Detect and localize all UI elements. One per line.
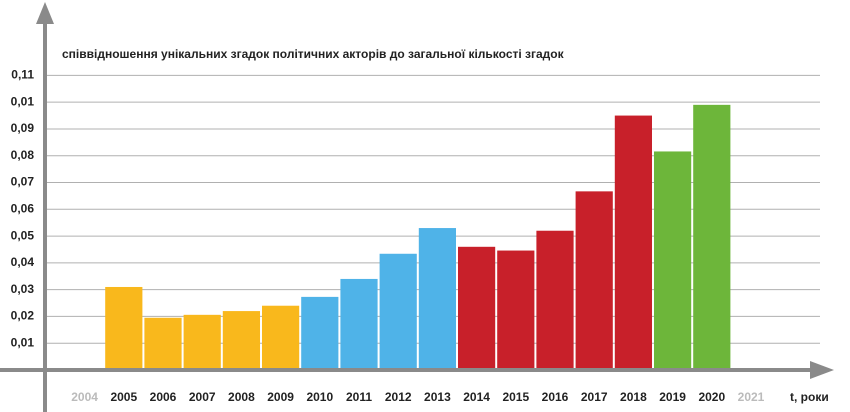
y-tick-label: 0,08: [11, 148, 35, 162]
bar: [262, 305, 300, 370]
x-tick-label: 2013: [424, 390, 451, 404]
bar: [144, 317, 182, 370]
y-tick-label: 0,03: [11, 282, 35, 296]
bar: [458, 246, 496, 370]
bar: [222, 311, 260, 370]
bar: [379, 253, 417, 370]
x-tick-label: 2006: [150, 390, 177, 404]
y-tick-label: 0,02: [11, 309, 35, 323]
x-tick-label: 2010: [306, 390, 333, 404]
x-tick-label: 2015: [502, 390, 529, 404]
chart-title: співвідношення унікальних згадок політич…: [62, 47, 565, 61]
x-tick-label: 2021: [738, 390, 765, 404]
y-tick-label: 0,11: [11, 68, 34, 82]
x-tick-label: 2005: [110, 390, 137, 404]
x-tick-label: 2011: [346, 390, 372, 404]
bar: [183, 314, 221, 370]
x-axis-label: t, роки: [790, 390, 829, 404]
y-tick-label: 0,04: [11, 255, 35, 269]
x-tick-label: 2018: [620, 390, 647, 404]
bar: [340, 278, 378, 370]
bar: [497, 250, 535, 370]
x-axis-arrow: [810, 361, 834, 379]
x-tick-label: 2014: [463, 390, 490, 404]
y-tick-label: 0,06: [11, 201, 35, 215]
bar: [105, 286, 143, 370]
x-tick-label: 2004: [71, 390, 98, 404]
bar: [693, 104, 731, 370]
y-tick-label: 0,07: [11, 175, 35, 189]
y-axis-arrow: [36, 2, 54, 24]
x-tick-label: 2016: [542, 390, 569, 404]
x-tick-label: 2008: [228, 390, 255, 404]
y-tick-label: 0,05: [11, 228, 35, 242]
bar: [418, 228, 456, 370]
bar: [654, 151, 692, 370]
bar: [536, 230, 574, 370]
bar: [614, 115, 652, 370]
y-tick-label: 0,01: [11, 335, 35, 349]
x-tick-label: 2007: [189, 390, 216, 404]
bar: [575, 191, 613, 370]
y-tick-label: 0,01: [11, 94, 35, 108]
bar: [301, 296, 339, 370]
y-tick-label: 0,09: [11, 121, 35, 135]
x-tick-label: 2017: [581, 390, 608, 404]
x-tick-label: 2012: [385, 390, 412, 404]
x-tick-label: 2019: [659, 390, 686, 404]
x-tick-label: 2009: [267, 390, 294, 404]
x-tick-label: 2020: [698, 390, 725, 404]
